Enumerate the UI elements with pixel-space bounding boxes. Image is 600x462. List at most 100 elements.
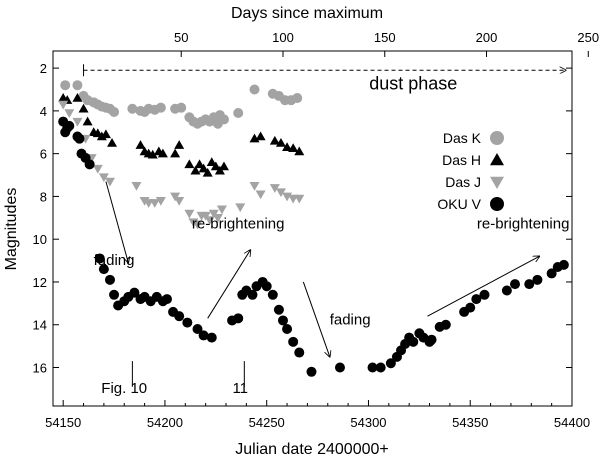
- x-tick-label: 54300: [350, 415, 386, 430]
- data-point: [129, 287, 140, 298]
- data-point: [98, 173, 109, 183]
- data-point: [385, 358, 396, 369]
- data-point: [465, 302, 476, 313]
- top-axis-title: Days since maximum: [231, 5, 383, 22]
- data-point: [269, 184, 280, 193]
- annotation: fading: [94, 252, 135, 269]
- data-point: [72, 80, 83, 91]
- data-point: [109, 289, 120, 300]
- data-point: [198, 163, 209, 173]
- trend-arrow: [427, 256, 539, 317]
- data-point: [294, 146, 305, 156]
- data-point: [471, 294, 482, 305]
- legend: Das K Das H Das J OKU V: [437, 130, 504, 212]
- trend-arrow: [207, 250, 251, 319]
- data-point: [206, 157, 217, 166]
- data-point: [174, 311, 185, 322]
- y-tick-label: 14: [33, 318, 47, 333]
- series-das-j: [58, 100, 305, 230]
- trend-arrow: [105, 181, 128, 262]
- legend-marker: [490, 197, 504, 211]
- legend-label: OKU V: [437, 196, 481, 212]
- x-axis-title: Julian date 2400000+: [235, 441, 388, 458]
- data-point: [100, 129, 111, 139]
- data-point: [277, 315, 288, 326]
- data-point: [288, 143, 299, 153]
- data-point: [249, 84, 260, 95]
- data-point: [218, 161, 229, 171]
- data-point: [104, 177, 115, 187]
- data-point: [408, 336, 419, 347]
- data-point: [282, 142, 293, 151]
- annotation: 11: [232, 380, 248, 397]
- data-point: [135, 140, 146, 149]
- data-point: [267, 289, 278, 300]
- top-tick-label: 250: [577, 30, 599, 45]
- data-point: [247, 289, 258, 300]
- data-point: [210, 161, 221, 171]
- x-tick-label: 54200: [147, 415, 183, 430]
- data-point: [479, 289, 490, 300]
- data-point: [127, 103, 138, 114]
- data-point: [501, 285, 512, 296]
- annotation-arrows: [83, 64, 566, 387]
- data-point: [161, 294, 172, 305]
- y-tick-label: 4: [40, 104, 47, 119]
- data-point: [74, 133, 85, 144]
- data-point: [212, 214, 223, 223]
- data-point: [190, 165, 201, 175]
- data-point: [194, 159, 205, 169]
- data-point: [249, 181, 260, 191]
- data-point: [233, 108, 244, 119]
- data-point: [109, 106, 120, 117]
- data-point: [192, 220, 203, 230]
- data-point: [233, 313, 244, 324]
- annotation: Fig. 10: [101, 380, 147, 397]
- series-oku-v: [58, 116, 569, 377]
- data-point: [192, 324, 203, 335]
- series-das-k: [60, 80, 303, 129]
- data-point: [92, 164, 103, 174]
- data-point: [261, 281, 272, 292]
- data-point: [157, 148, 168, 158]
- data-point: [82, 116, 93, 126]
- data-point: [155, 102, 166, 113]
- data-point: [288, 336, 299, 347]
- data-point: [72, 117, 83, 127]
- data-point: [306, 366, 317, 377]
- data-point: [184, 209, 195, 219]
- data-point: [294, 347, 305, 358]
- top-tick-label: 100: [272, 30, 294, 45]
- annotation: re-brightening: [192, 216, 285, 233]
- data-point: [510, 279, 521, 290]
- annotation: dust phase: [369, 73, 457, 93]
- data-point: [524, 279, 535, 290]
- data-point: [72, 93, 83, 102]
- data-point: [198, 330, 209, 341]
- data-point: [216, 205, 227, 215]
- data-point: [98, 264, 109, 275]
- y-tick-label: 8: [40, 189, 47, 204]
- data-point: [64, 120, 75, 131]
- data-point: [269, 135, 280, 145]
- data-point: [558, 259, 569, 270]
- data-point: [532, 274, 543, 285]
- data-point: [426, 334, 437, 345]
- data-point: [204, 216, 215, 225]
- data-point: [58, 100, 69, 110]
- data-point: [292, 93, 303, 104]
- data-point: [546, 268, 557, 279]
- data-point: [107, 137, 118, 147]
- annotation: fading: [330, 312, 371, 329]
- x-tick-label: 54350: [452, 415, 488, 430]
- trend-arrow: [302, 281, 329, 357]
- data-point: [440, 319, 451, 330]
- data-point: [184, 159, 195, 169]
- top-tick-label: 200: [476, 30, 498, 45]
- data-point: [155, 196, 166, 206]
- data-point: [218, 114, 229, 125]
- data-point: [176, 102, 187, 113]
- data-point: [149, 199, 160, 208]
- data-point: [60, 80, 71, 91]
